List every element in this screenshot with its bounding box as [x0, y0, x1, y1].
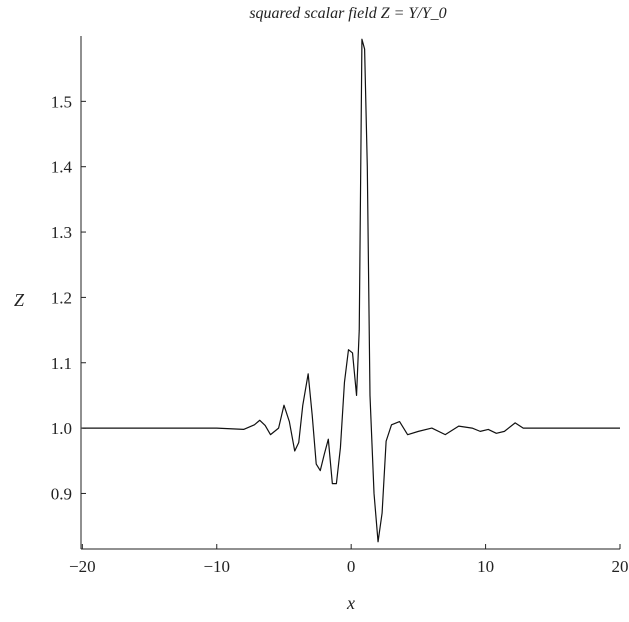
y-tick-label: 1.2	[51, 288, 72, 307]
x-tick-label: 20	[612, 557, 629, 576]
y-axis-label: Z	[14, 290, 25, 310]
x-tick-label: 0	[347, 557, 356, 576]
chart-title: squared scalar field Z = Y/Y_0	[249, 5, 446, 22]
x-ticks: −20 −10 0 10 20	[69, 544, 629, 576]
y-tick-label: 1.3	[51, 223, 72, 242]
y-tick-label: 0.9	[51, 484, 72, 503]
x-axis-label: x	[346, 593, 355, 613]
plot-area: 0.9 1.0 1.1 1.2 1.3 1.4 1.5 −20 −10 0 10 20	[51, 36, 629, 576]
x-tick-label: −20	[69, 557, 96, 576]
y-tick-label: 1.0	[51, 419, 72, 438]
x-tick-label: 10	[477, 557, 494, 576]
y-tick-label: 1.1	[51, 354, 72, 373]
x-tick-label: −10	[203, 557, 230, 576]
series-line	[82, 38, 620, 543]
y-tick-label: 1.4	[51, 158, 73, 177]
y-tick-label: 1.5	[51, 92, 72, 111]
y-ticks: 0.9 1.0 1.1 1.2 1.3 1.4 1.5	[51, 92, 86, 503]
